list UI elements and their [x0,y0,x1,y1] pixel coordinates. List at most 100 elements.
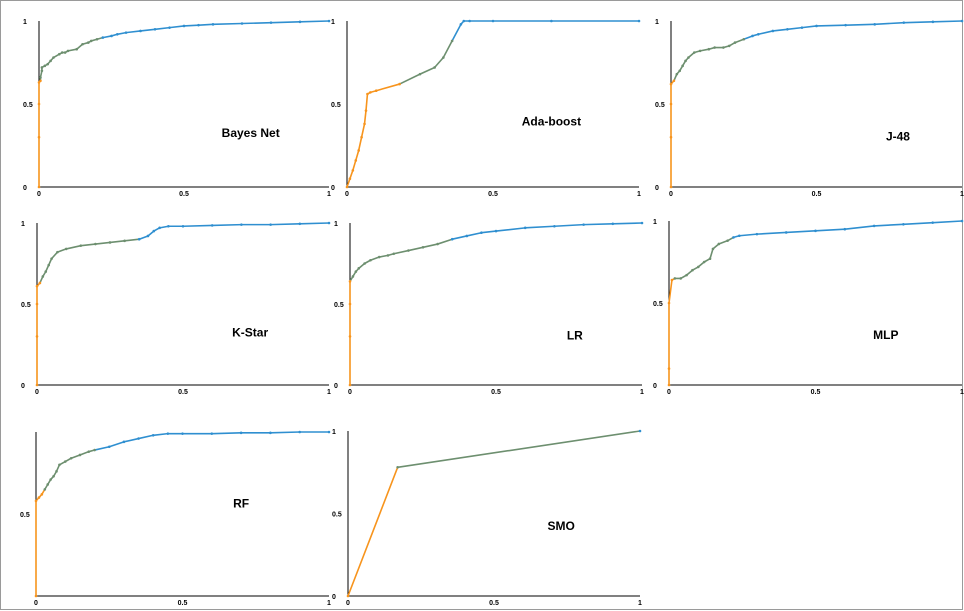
roc-point [210,432,214,435]
roc-point [702,260,706,264]
roc-point [269,431,272,435]
roc-point [366,92,369,96]
roc-point [43,488,47,491]
roc-segment [80,243,97,247]
panel-title: SMO [547,519,574,533]
roc-panel-4: 0 0.5 1 0 0.5 1 K-Star [21,221,331,396]
roc-point [108,241,112,244]
roc-point [152,229,156,233]
roc-point [64,247,68,251]
roc-point [153,28,157,31]
roc-segment [123,238,140,242]
roc-segment [738,233,758,237]
roc-point [240,223,243,226]
roc-point [684,59,687,63]
roc-point [675,72,679,76]
y-tick-label: 0.5 [20,512,30,519]
roc-segment [436,238,454,245]
x-tick-label: 0.5 [488,191,498,198]
roc-panel-8: 0 0.5 1 0 0.5 1 SMO [332,429,642,607]
roc-segment [109,240,126,244]
roc-point [354,270,358,273]
roc-segment [94,241,111,245]
x-tick-label: 1 [960,389,964,396]
roc-point [931,20,935,24]
roc-point [442,56,445,59]
roc-point [357,149,360,152]
y-tick-label: 1 [653,219,657,226]
roc-point [771,29,775,33]
roc-point [873,23,876,26]
roc-point [298,430,302,434]
roc-point [814,229,817,233]
y-tick-label: 0 [653,383,657,390]
roc-point [50,257,53,260]
roc-point [348,335,352,338]
roc-point [392,252,396,256]
roc-segment [757,30,774,36]
roc-point [60,51,64,54]
roc-point [691,268,694,272]
roc-segment [396,430,641,469]
roc-segment [168,25,185,29]
roc-point [52,56,55,59]
roc-segment [815,24,847,27]
roc-point [707,47,711,51]
roc-point [49,59,52,63]
roc-point [550,19,553,23]
roc-segment [154,26,171,31]
roc-point [298,20,302,24]
roc-point [44,270,48,273]
roc-point [726,239,729,242]
roc-point [732,236,735,239]
roc-segment [814,228,846,232]
roc-point [124,31,128,34]
roc-point [685,273,688,277]
roc-segment [125,30,142,34]
roc-segment [102,35,113,39]
roc-point [351,169,355,172]
x-tick-label: 0.5 [178,600,188,607]
roc-point [87,41,90,44]
roc-segment [451,235,468,240]
roc-point [34,594,38,598]
roc-point [69,456,73,460]
panel-title: Bayes Net [222,126,280,140]
roc-segment [346,177,351,188]
roc-point [722,46,725,49]
roc-point [902,21,906,24]
roc-point [137,437,140,440]
roc-segment [270,21,301,24]
roc-segment [524,225,556,229]
roc-point [240,22,244,25]
roc-point [38,281,42,285]
x-tick-label: 0 [35,389,39,396]
roc-point [670,278,674,282]
roc-point [436,242,439,246]
roc-point [360,135,363,139]
roc-segment [407,246,424,252]
roc-panel-2: 0 0.5 1 0 0.5 1 Ada-boost [331,19,641,198]
roc-point [363,122,366,126]
roc-segment [79,450,90,456]
roc-point [37,135,41,139]
roc-point [66,49,70,53]
roc-point [95,37,99,41]
roc-segment [93,445,111,451]
roc-segment [843,225,875,230]
x-tick-label: 0 [348,389,352,396]
roc-point [46,483,50,486]
roc-point [374,89,378,93]
y-tick-label: 0.5 [21,302,31,309]
roc-segment [211,223,243,227]
roc-point [55,470,58,473]
roc-point [351,275,355,278]
roc-segment [742,35,754,41]
roc-segment [582,223,614,226]
x-tick-label: 0.5 [179,191,189,198]
x-tick-label: 0.5 [811,389,821,396]
roc-point [39,76,42,79]
roc-point [239,431,243,435]
roc-point [78,453,82,457]
x-tick-label: 0 [669,191,673,198]
